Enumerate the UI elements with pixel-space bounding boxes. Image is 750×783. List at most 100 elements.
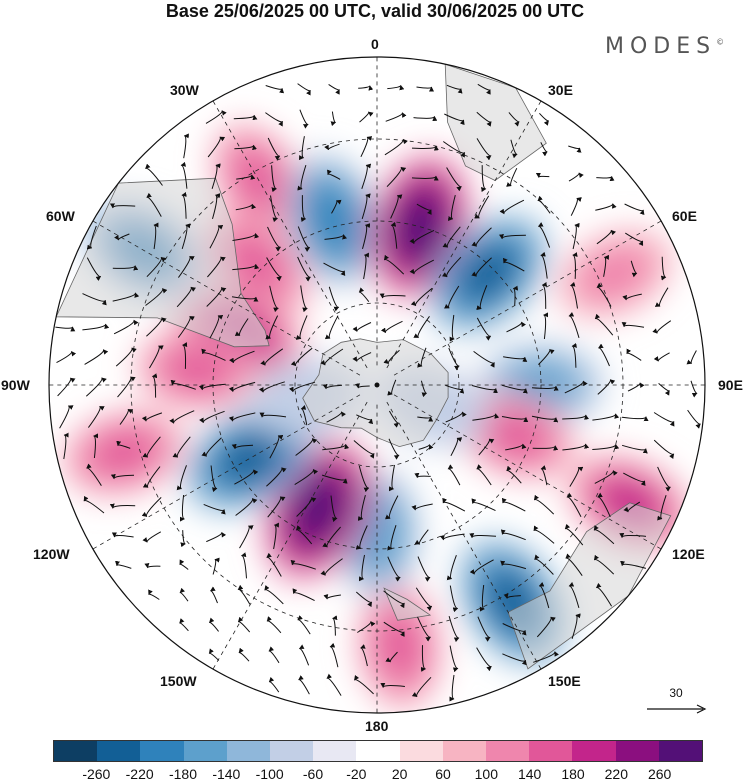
wind-arrow bbox=[270, 195, 278, 223]
wind-arrow bbox=[298, 675, 310, 695]
wind-arrow bbox=[361, 163, 372, 189]
wind-arrow bbox=[181, 223, 191, 250]
colorbar-segment bbox=[442, 741, 487, 761]
anomaly-indian-ocean-low bbox=[427, 212, 550, 335]
wind-arrow bbox=[471, 257, 492, 277]
wind-arrow bbox=[505, 443, 527, 451]
wind-arrow bbox=[562, 443, 590, 451]
wind-arrow bbox=[626, 348, 642, 361]
wind-arrow bbox=[148, 345, 164, 369]
wind-arrow bbox=[379, 293, 406, 299]
wind-arrow bbox=[169, 410, 195, 424]
wind-arrow bbox=[476, 285, 488, 310]
wind-arrow bbox=[358, 85, 374, 91]
wind-arrow bbox=[352, 322, 372, 332]
wind-arrow bbox=[326, 673, 342, 696]
wind-arrow bbox=[232, 263, 260, 271]
wind-arrow bbox=[469, 559, 494, 575]
wind-arrow bbox=[572, 222, 580, 250]
wind-arrow bbox=[540, 465, 548, 486]
logo-mark: © bbox=[716, 37, 725, 47]
wind-arrow bbox=[322, 526, 341, 548]
wind-arrow bbox=[208, 648, 220, 661]
wind-arrow bbox=[359, 111, 374, 123]
wind-arrow bbox=[387, 84, 405, 91]
latitude-circle bbox=[294, 302, 460, 468]
wind-arrow bbox=[234, 144, 257, 151]
wind-arrow bbox=[172, 436, 191, 458]
wind-arrow bbox=[231, 296, 259, 302]
wind-arrow bbox=[363, 252, 369, 280]
wind-arrow bbox=[232, 233, 260, 241]
wind-arrow bbox=[63, 432, 69, 460]
wind-arrow bbox=[476, 138, 492, 161]
wind-arrow bbox=[353, 674, 374, 695]
colorbar-tick-label: -20 bbox=[346, 766, 367, 782]
wind-arrow bbox=[506, 465, 522, 484]
wind-arrow bbox=[141, 497, 162, 517]
wind-arrow bbox=[652, 320, 672, 334]
lon-label-120w: 120W bbox=[33, 546, 70, 562]
wind-vectors bbox=[55, 83, 701, 702]
wind-arrow bbox=[572, 252, 578, 279]
colorbar-tick-label: -220 bbox=[125, 766, 154, 782]
colorbar-segment bbox=[270, 741, 314, 761]
wind-arrow bbox=[320, 348, 344, 366]
wind-arrow bbox=[112, 292, 140, 302]
wind-arrow bbox=[273, 522, 279, 550]
wind-arrow bbox=[471, 227, 492, 247]
colorbar-segment bbox=[356, 741, 400, 761]
wind-arrow bbox=[296, 497, 317, 517]
wind-arrow bbox=[447, 194, 456, 221]
wind-arrow bbox=[85, 377, 107, 397]
wind-arrow bbox=[209, 314, 224, 339]
wind-arrow bbox=[537, 222, 551, 248]
wind-arrow bbox=[446, 84, 463, 94]
wind-arrow bbox=[417, 347, 427, 368]
wind-arrow bbox=[479, 584, 485, 612]
wind-arrow bbox=[596, 229, 617, 245]
wind-arrow bbox=[356, 414, 374, 425]
wind-arrow bbox=[295, 438, 318, 456]
colorbar-segment bbox=[140, 741, 184, 761]
colorbar-tick-label: 100 bbox=[474, 766, 499, 782]
wind-arrow bbox=[151, 373, 158, 398]
wind-arrow bbox=[206, 531, 227, 543]
wind-arrow bbox=[474, 195, 490, 219]
wind-arrow bbox=[660, 256, 667, 281]
wind-arrow bbox=[446, 555, 457, 581]
wind-arrow bbox=[141, 412, 163, 422]
wind-arrow bbox=[362, 223, 371, 250]
wind-arrow bbox=[657, 466, 671, 492]
wind-arrow bbox=[111, 532, 134, 538]
wind-arrow bbox=[448, 347, 460, 371]
wind-arrow bbox=[476, 464, 492, 486]
wind-arrow bbox=[449, 585, 459, 613]
wind-arrow bbox=[327, 169, 341, 180]
wind-arrow bbox=[355, 525, 368, 550]
colorbar bbox=[53, 740, 703, 762]
colorbar-tick-label: 60 bbox=[435, 766, 451, 782]
anomaly-contour bbox=[293, 476, 345, 544]
graticule bbox=[49, 57, 705, 713]
wind-arrow bbox=[357, 621, 376, 633]
wind-arrow bbox=[297, 615, 311, 635]
lon-label-90w: 90W bbox=[1, 377, 30, 393]
wind-arrow bbox=[355, 383, 370, 389]
wind-arrow bbox=[444, 285, 460, 309]
wind-arrow bbox=[568, 172, 584, 182]
wind-arrow bbox=[330, 495, 338, 522]
wind-arrow bbox=[447, 464, 461, 486]
wind-arrow bbox=[623, 472, 646, 486]
wind-arrow bbox=[500, 560, 527, 570]
lon-label-120e: 120E bbox=[672, 546, 705, 562]
wind-arrow bbox=[476, 317, 492, 341]
wind-arrow bbox=[361, 193, 371, 220]
wind-arrow bbox=[512, 285, 518, 306]
wind-arrow bbox=[146, 317, 167, 337]
wind-arrow bbox=[388, 464, 395, 492]
wind-arrow bbox=[322, 383, 343, 390]
wind-arrow bbox=[533, 494, 555, 515]
wind-arrow bbox=[477, 83, 491, 95]
wind-arrow bbox=[503, 593, 521, 599]
